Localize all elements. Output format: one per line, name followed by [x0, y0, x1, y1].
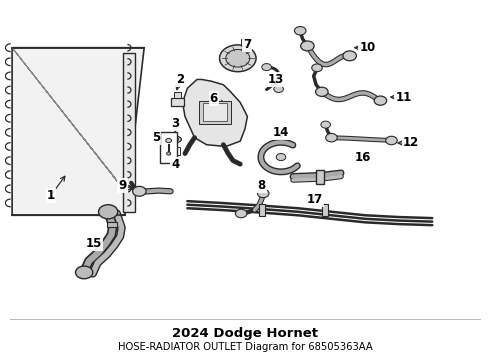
Polygon shape: [12, 48, 144, 215]
Text: 11: 11: [395, 91, 412, 104]
Circle shape: [386, 136, 397, 145]
Text: 3: 3: [172, 117, 179, 130]
Circle shape: [321, 121, 330, 128]
FancyBboxPatch shape: [161, 132, 177, 163]
Circle shape: [220, 45, 256, 72]
Circle shape: [257, 189, 269, 198]
Circle shape: [133, 186, 146, 196]
Text: 15: 15: [86, 237, 102, 250]
Text: 13: 13: [268, 73, 284, 86]
Circle shape: [294, 27, 306, 35]
Text: 6: 6: [210, 93, 218, 105]
Text: 5: 5: [152, 131, 160, 144]
Bar: [199, 100, 231, 123]
Circle shape: [226, 49, 250, 67]
Text: 1: 1: [47, 189, 54, 202]
Text: 8: 8: [258, 179, 266, 192]
Bar: [168, 145, 175, 157]
Text: 2024 Dodge Hornet: 2024 Dodge Hornet: [172, 327, 318, 340]
Ellipse shape: [167, 152, 171, 155]
Bar: [171, 98, 184, 106]
Text: 14: 14: [273, 126, 289, 139]
Bar: [122, 53, 135, 212]
Bar: [241, 39, 248, 46]
Circle shape: [312, 64, 322, 72]
Bar: [259, 204, 265, 216]
Text: 4: 4: [171, 158, 179, 171]
Circle shape: [276, 154, 286, 161]
Circle shape: [343, 51, 356, 61]
Circle shape: [374, 96, 387, 105]
Circle shape: [98, 205, 118, 219]
Text: 16: 16: [354, 150, 371, 163]
Ellipse shape: [170, 136, 181, 143]
Bar: [322, 204, 328, 216]
Text: 7: 7: [244, 38, 251, 51]
Bar: [203, 103, 227, 121]
Text: 12: 12: [403, 136, 419, 149]
Text: 2: 2: [176, 73, 184, 86]
Polygon shape: [183, 80, 247, 147]
Circle shape: [326, 134, 337, 142]
Circle shape: [274, 85, 283, 93]
Text: 9: 9: [119, 179, 127, 192]
Bar: [107, 222, 117, 227]
Circle shape: [235, 209, 247, 218]
Bar: [316, 170, 324, 184]
Text: 10: 10: [359, 41, 375, 54]
Circle shape: [262, 64, 271, 71]
Ellipse shape: [166, 138, 171, 143]
Text: 17: 17: [307, 193, 323, 206]
Circle shape: [75, 266, 93, 279]
Text: HOSE-RADIATOR OUTLET Diagram for 68505363AA: HOSE-RADIATOR OUTLET Diagram for 6850536…: [118, 342, 372, 351]
Circle shape: [316, 87, 328, 96]
Bar: [174, 92, 181, 98]
Ellipse shape: [172, 138, 179, 141]
Bar: [175, 147, 180, 154]
Circle shape: [301, 41, 314, 51]
